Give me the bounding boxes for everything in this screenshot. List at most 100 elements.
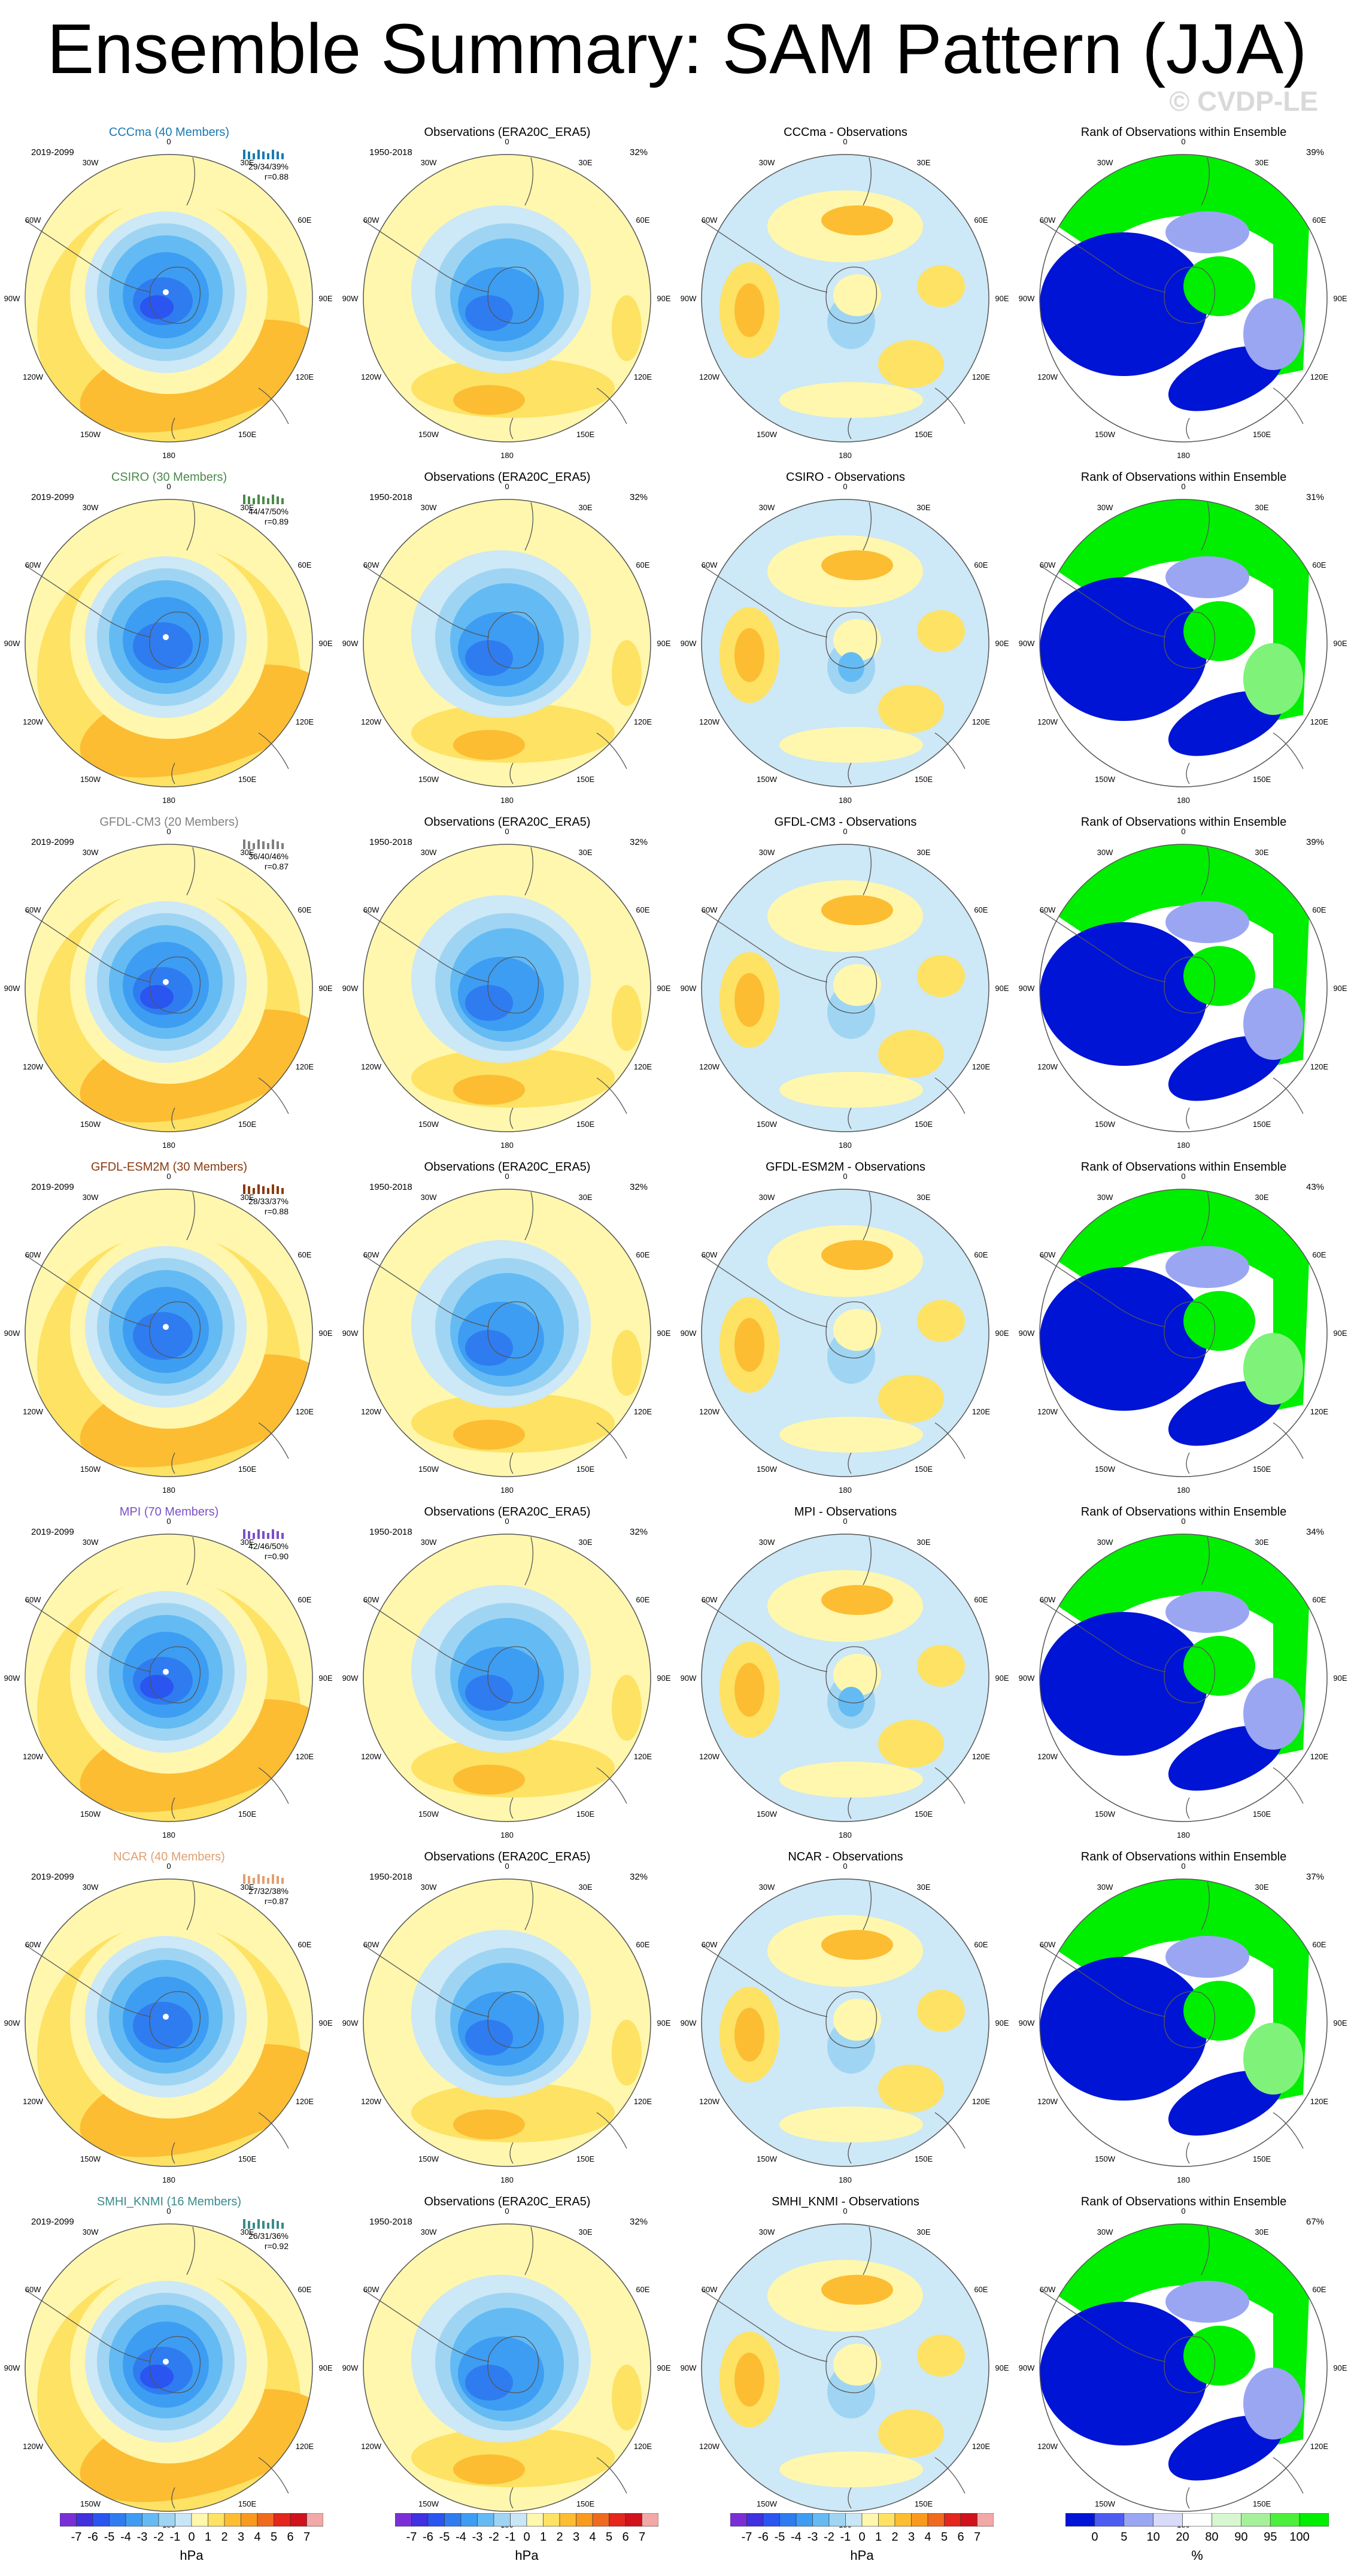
- longitude-label: 30E: [240, 1538, 254, 1547]
- longitude-label: 120E: [296, 372, 314, 381]
- longitude-label: 0: [1181, 1172, 1185, 1181]
- longitude-label: 150W: [757, 2154, 778, 2163]
- longitude-label: 150W: [1095, 1810, 1116, 1819]
- polar-map: 0 30E 60E 90E 120E 150E 180 150W 120W 90W 60W 30W: [1019, 1517, 1347, 1839]
- polar-map: 0 30E 60E 90E 120E 150E 180 150W 120W 90W 60W 30W: [4, 827, 333, 1150]
- longitude-label: 0: [843, 1862, 847, 1871]
- longitude-label: 150W: [80, 1465, 101, 1474]
- longitude-label: 150E: [1253, 2499, 1271, 2508]
- panel-title: CCCma (40 Members): [108, 126, 230, 139]
- longitude-label: 60W: [702, 905, 718, 914]
- colorbar-swatch: [290, 2513, 307, 2527]
- longitude-label: 90E: [318, 1329, 332, 1338]
- longitude-label: 150E: [576, 1810, 595, 1819]
- colorbar-swatch: [1065, 2513, 1095, 2527]
- longitude-label: 150E: [238, 430, 257, 439]
- longitude-label: 0: [1181, 1862, 1185, 1871]
- stats-r: r=0.90: [264, 1551, 289, 1561]
- longitude-label: 150W: [418, 1120, 439, 1129]
- longitude-label: 90W: [342, 1674, 359, 1683]
- longitude-label: 30E: [578, 848, 592, 857]
- colorbar-swatch: [158, 2513, 175, 2527]
- polar-map: 0 30E 60E 90E 120E 150E 180 150W 120W 90W 60W 30W: [342, 827, 671, 1150]
- colorbar-swatch: [763, 2513, 780, 2527]
- longitude-label: 60E: [297, 1595, 311, 1604]
- longitude-label: 60E: [636, 2285, 649, 2294]
- panel-model-map: 0 30E 60E 90E 120E 150E 180 150W 120W 90W 60W 30W GF…: [0, 1159, 338, 1504]
- polar-map: 0 30E 60E 90E 120E 150E 180 150W 120W 90W 60W 30W: [4, 1517, 333, 1839]
- longitude-label: 60E: [636, 1250, 649, 1259]
- longitude-label: 90E: [1333, 2019, 1347, 2028]
- colorbar-tick: -2: [488, 2530, 499, 2544]
- longitude-label: 150E: [915, 775, 933, 784]
- pct-label: 32%: [630, 1527, 648, 1537]
- longitude-label: 150W: [80, 775, 101, 784]
- longitude-label: 90W: [4, 639, 20, 648]
- stats-r: r=0.89: [264, 517, 289, 526]
- colorbar-swatch: [796, 2513, 813, 2527]
- panel-title: SMHI_KNMI - Observations: [772, 2195, 919, 2208]
- longitude-label: 120W: [23, 717, 44, 726]
- stats-pct: 36/40/46%: [248, 851, 289, 861]
- longitude-label: 90E: [657, 2019, 670, 2028]
- colorbar-tick: 1: [540, 2530, 547, 2544]
- colorbar-swatch: [60, 2513, 77, 2527]
- panel-title: Rank of Observations within Ensemble: [1080, 471, 1287, 484]
- longitude-label: 180: [1177, 1141, 1190, 1150]
- polar-map: 0 30E 60E 90E 120E 150E 180 150W 120W 90W 60W 30W: [1019, 827, 1347, 1150]
- longitude-label: 60E: [297, 905, 311, 914]
- pct-label: 34%: [1306, 1527, 1325, 1537]
- years-label: 1950-2018: [369, 1872, 412, 1882]
- longitude-label: 180: [839, 2175, 852, 2184]
- longitude-label: 150W: [757, 1465, 778, 1474]
- longitude-label: 30W: [759, 848, 775, 857]
- colorbar-units: hPa: [850, 2548, 874, 2563]
- longitude-label: 0: [843, 1172, 847, 1181]
- years-label: 1950-2018: [369, 1182, 412, 1192]
- longitude-label: 0: [1181, 482, 1185, 491]
- polar-map: 0 30E 60E 90E 120E 150E 180 150W 120W 90W 60W 30W: [4, 1862, 333, 2184]
- longitude-label: 30E: [1255, 1193, 1268, 1202]
- row-gfdl-cm3: 0 30E 60E 90E 120E 150E 180 150W 120W 90W 60W 30W GF…: [0, 814, 1354, 1159]
- longitude-label: 150E: [238, 775, 257, 784]
- colorbar-tick: -3: [137, 2530, 148, 2544]
- colorbar-swatch: [125, 2513, 142, 2527]
- colorbar-tick: -6: [758, 2530, 769, 2544]
- longitude-label: 120E: [1310, 1062, 1329, 1071]
- longitude-label: 90E: [1333, 2363, 1347, 2372]
- longitude-label: 90E: [657, 1329, 670, 1338]
- longitude-label: 90W: [342, 294, 359, 303]
- longitude-label: 90E: [657, 2363, 670, 2372]
- longitude-label: 150E: [238, 1120, 257, 1129]
- longitude-label: 150E: [1253, 2154, 1271, 2163]
- years-label: 2019-2099: [31, 2217, 74, 2227]
- stats-block: 26/31/36% r=0.92: [239, 2217, 289, 2251]
- longitude-label: 60W: [363, 905, 380, 914]
- longitude-label: 0: [166, 1172, 171, 1181]
- longitude-label: 30E: [578, 1538, 592, 1547]
- longitude-label: 60E: [636, 560, 649, 569]
- polar-map: 0 30E 60E 90E 120E 150E 180 150W 120W 90W 60W 30W: [1019, 1172, 1347, 1495]
- longitude-label: 150W: [757, 1810, 778, 1819]
- longitude-label: 120E: [634, 2097, 652, 2106]
- longitude-label: 120E: [1310, 1407, 1329, 1416]
- years-label: 2019-2099: [31, 1872, 74, 1882]
- longitude-label: 30W: [1097, 1193, 1113, 1202]
- longitude-label: 150W: [418, 1810, 439, 1819]
- longitude-label: 60E: [636, 905, 649, 914]
- colorbar-swatch: [861, 2513, 879, 2527]
- longitude-label: 150E: [1253, 775, 1271, 784]
- longitude-label: 30W: [83, 503, 99, 512]
- longitude-label: 30W: [759, 2228, 775, 2236]
- colorbar-tick: -4: [120, 2530, 131, 2544]
- row-mpi: 0 30E 60E 90E 120E 150E 180 150W 120W 90W 60W 30W MP…: [0, 1504, 1354, 1849]
- longitude-label: 150E: [238, 2154, 257, 2163]
- stats-block: 27/32/38% r=0.87: [239, 1872, 289, 1907]
- panel-title: Observations (ERA20C_ERA5): [424, 1850, 591, 1863]
- stats-block: 28/33/37% r=0.88: [239, 1182, 289, 1217]
- colorbar-units: hPa: [515, 2548, 539, 2563]
- colorbar-tick: 4: [254, 2530, 260, 2544]
- colorbar-swatch: [1212, 2513, 1241, 2527]
- longitude-label: 90E: [1333, 1674, 1347, 1683]
- polar-map: 0 30E 60E 90E 120E 150E 180 150W 120W 90W 60W 30W: [342, 1517, 671, 1839]
